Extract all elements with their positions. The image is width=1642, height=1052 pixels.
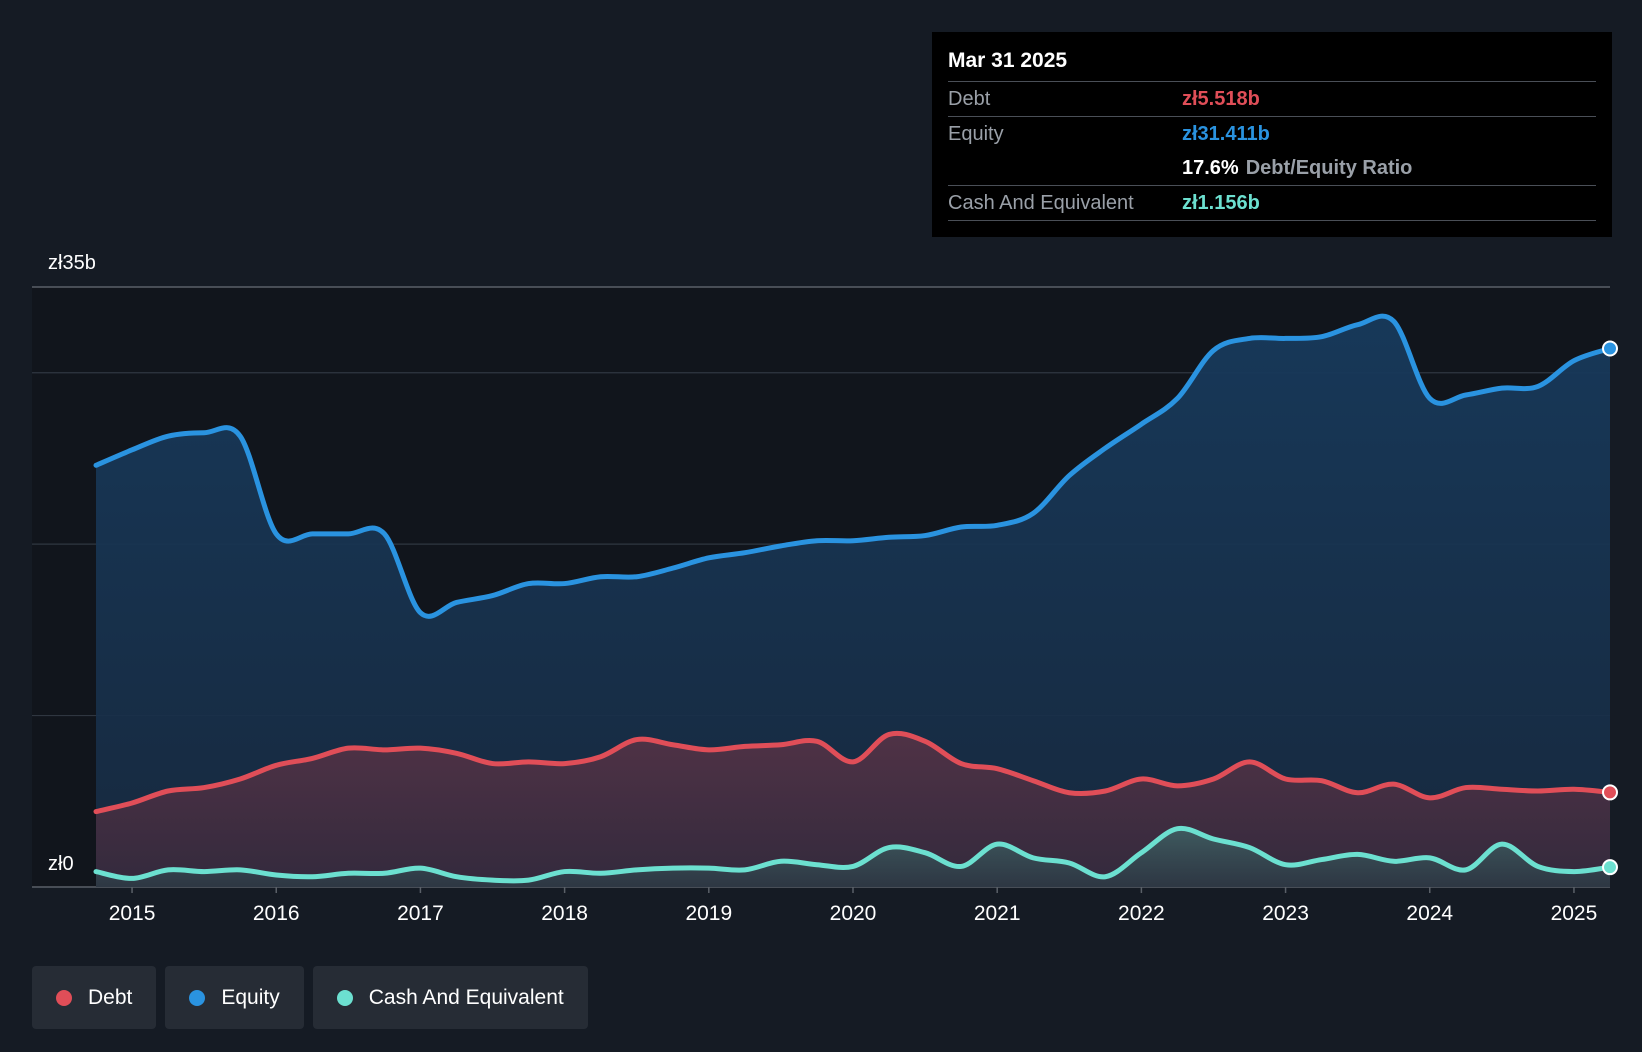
tooltip-cash-row: Cash And Equivalent zł1.156b — [948, 186, 1596, 221]
tooltip-date: Mar 31 2025 — [948, 46, 1596, 82]
x-tick-label-2024: 2024 — [1406, 902, 1453, 925]
legend-equity-label: Equity — [221, 985, 280, 1009]
end-markers — [1602, 340, 1618, 876]
debt-line — [93, 730, 1613, 815]
x-tick-label-2020: 2020 — [830, 902, 877, 925]
equity-area — [96, 316, 1610, 888]
tooltip-debt-value: zł5.518b — [1182, 88, 1260, 110]
tooltip-panel: Mar 31 2025 Debt zł5.518b Equity zł31.41… — [932, 32, 1612, 237]
debt-end-marker[interactable] — [1602, 784, 1618, 801]
tooltip-ratio-label: Debt/Equity Ratio — [1245, 157, 1413, 179]
tooltip-cash-value: zł1.156b — [1182, 192, 1260, 214]
equity-line — [93, 313, 1613, 619]
y-axis-top-label: zł35b — [48, 252, 96, 274]
tooltip-ratio-row: 17.6% Debt/Equity Ratio — [948, 151, 1596, 186]
x-tick-label-2021: 2021 — [974, 902, 1021, 925]
tooltip-equity-row: Equity zł31.411b — [948, 117, 1596, 151]
tooltip-ratio-value: 17.6% — [1182, 157, 1239, 179]
legend-debt-label: Debt — [88, 985, 133, 1009]
legend-item-debt[interactable]: Debt — [32, 966, 157, 1029]
x-tick-label-2023: 2023 — [1262, 902, 1309, 925]
x-tick-label-2017: 2017 — [397, 902, 444, 925]
tooltip-debt-row: Debt zł5.518b — [948, 82, 1596, 117]
tooltip-equity-value: zł31.411b — [1182, 123, 1270, 145]
tooltip-equity-label: Equity — [948, 123, 1004, 145]
legend-item-equity[interactable]: Equity — [165, 966, 304, 1029]
debt-dot-icon — [56, 989, 72, 1006]
y-axis-bottom-label: zł0 — [48, 853, 74, 875]
cash-and-equivalent-line — [93, 825, 1613, 884]
cash-dot-icon — [336, 989, 353, 1006]
x-tick-label-2022: 2022 — [1118, 902, 1165, 925]
x-tick-label-2019: 2019 — [685, 902, 732, 925]
tooltip-cash-label: Cash And Equivalent — [948, 192, 1134, 214]
tooltip-debt-label: Debt — [948, 88, 991, 110]
legend-item-cash[interactable]: Cash And Equivalent — [312, 966, 588, 1029]
legend-cash-label: Cash And Equivalent — [368, 985, 564, 1009]
x-tick-label-2018: 2018 — [541, 902, 588, 925]
x-tick-label-2025: 2025 — [1551, 902, 1598, 925]
equity-end-marker[interactable] — [1602, 340, 1618, 357]
x-axis: 2015 2016 2017 2018 2019 2020 2021 2022 2023 2024… — [109, 887, 1598, 925]
x-tick-label-2016: 2016 — [253, 902, 300, 925]
tooltip-ratio-spacer — [948, 151, 1182, 185]
legend: Debt Equity Cash And Equivalent — [32, 966, 588, 1029]
cash-and-equivalent-end-marker[interactable] — [1602, 859, 1618, 876]
series-lines — [93, 313, 1613, 884]
equity-dot-icon — [189, 989, 206, 1006]
x-tick-label-2015: 2015 — [109, 902, 156, 925]
